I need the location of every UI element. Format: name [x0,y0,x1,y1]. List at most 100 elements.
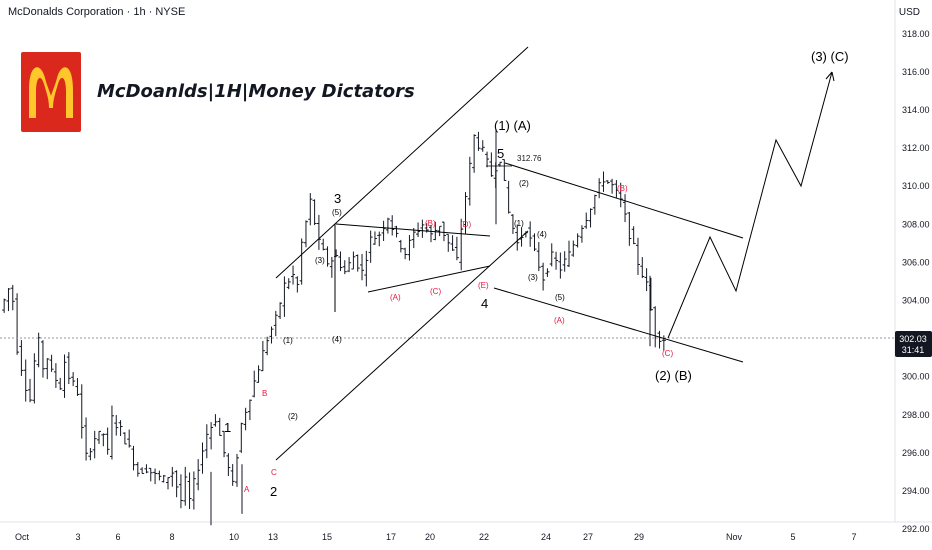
y-tick-label: 318.00 [902,29,930,39]
ohlc-bar [510,214,515,234]
red-label-a: A [244,485,250,494]
ohlc-bar [364,250,369,287]
ohlc-bar [23,359,28,402]
ohlc-bar [381,220,386,241]
ohlc-bar [295,276,300,293]
ohlc-bar [153,468,158,485]
ohlc-bars [2,129,666,526]
ohlc-bar [303,220,308,248]
ohlc-bar [282,276,287,317]
ohlc-bar [566,240,571,268]
ohlc-bar [222,430,227,458]
ohlc-bar [161,474,166,483]
ohlc-bar [515,224,520,251]
ohlc-bar [6,288,11,312]
subwave-label-1-down: (1) [514,219,524,228]
ohlc-bar [640,257,645,279]
ohlc-bar [390,215,395,236]
ohlc-bar [178,474,183,509]
ohlc-bar [411,228,416,249]
ohlc-bar [230,464,235,486]
wave-label-3c: (3) (C) [811,49,849,64]
ohlc-bar [213,414,218,427]
y-tick-label: 310.00 [902,181,930,191]
y-tick-label: 308.00 [902,219,930,229]
ohlc-bar [575,233,580,248]
ohlc-bar [140,467,145,474]
ohlc-bar [10,284,15,311]
ohlc-bar [541,262,546,291]
ohlc-bar [209,422,214,450]
wave-label-5: 5 [497,146,504,161]
ohlc-bar [489,152,494,177]
ohlc-bar [368,230,373,263]
ohlc-bar [407,235,412,261]
ohlc-bar [588,208,593,228]
ohlc-bar [217,417,222,436]
ohlc-bar [597,178,602,199]
ohlc-bar [265,336,270,356]
y-tick-label: 294.00 [902,486,930,496]
x-tick-label: 22 [479,532,489,542]
ohlc-bar [476,131,481,151]
ohlc-bar [187,472,192,510]
ohlc-bar [170,466,175,487]
ohlc-bar [562,251,567,272]
ohlc-bar [592,194,597,215]
x-tick-label: 7 [851,532,856,542]
ohlc-bar [441,221,446,242]
ohlc-bar [273,310,278,337]
ohlc-bar [196,459,201,491]
ohlc-bar [532,233,537,252]
ohlc-bar [347,257,352,273]
subwave-label-5: (5) [332,208,342,217]
mcdonalds-logo-icon [21,52,81,132]
price-axis[interactable]: 292.00294.00296.00298.00300.00302.00304.… [902,0,930,534]
ohlc-bar [351,251,356,270]
subwave-label-3: (3) [315,256,325,265]
ohlc-bar [308,193,313,226]
red-label-tri-d: (D) [460,220,471,229]
subwave-label-2: (2) [288,412,298,421]
ohlc-bar [62,354,67,398]
wave-label-2: 2 [270,484,277,499]
red-label-tri-c: (C) [430,287,441,296]
ohlc-bar [355,254,360,272]
triangle-lower-line [367,265,491,293]
ohlc-bar [92,430,97,459]
triangle-upper-line [335,223,491,237]
red-label-tri-e: (E) [478,281,489,290]
ohlc-bar [15,293,20,355]
ohlc-bar [321,238,326,251]
ohlc-bar [291,265,296,285]
ohlc-bar [247,399,252,421]
ohlc-bar [79,384,84,439]
ohlc-bar [191,471,196,510]
y-tick-label: 304.00 [902,295,930,305]
ohlc-bar [485,151,490,168]
x-tick-label: 29 [634,532,644,542]
ohlc-bar [204,424,209,459]
x-tick-label: Nov [726,532,743,542]
upper-channel-line [275,46,529,279]
ohlc-bar [144,464,149,474]
ohlc-bar [269,326,274,344]
time-axis[interactable]: Oct 3 6 8 10 13 15 17 20 22 24 27 29 Nov 5 7 [15,532,857,542]
ohlc-bar [58,377,63,390]
y-tick-label: 320.00 [902,0,930,1]
ohlc-bar [122,432,127,445]
ohlc-bar [278,302,283,320]
ohlc-bar [614,180,619,198]
ohlc-bar [631,226,636,245]
ohlc-bar [109,405,114,460]
subwave-label-3-down: (3) [528,273,538,282]
ohlc-bar [174,470,179,498]
ohlc-bar [239,422,244,453]
ohlc-bar [299,238,304,285]
ohlc-bar [528,221,533,247]
currency-label: USD [898,7,920,18]
ohlc-bar [480,140,485,152]
ohlc-bar [377,231,382,247]
chart-header: McDonalds Corporation · 1h · NYSE [8,6,186,18]
